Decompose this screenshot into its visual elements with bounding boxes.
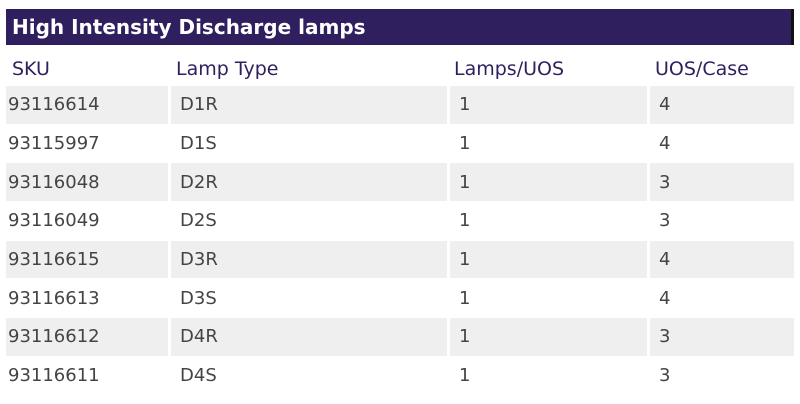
lamp-type-cell: D3R	[168, 240, 447, 279]
lamp-type-cell: D4R	[168, 318, 447, 356]
uos-per-case-cell: 4	[647, 86, 794, 124]
lamp-type-cell: D1S	[168, 124, 447, 163]
lamps-per-uos-cell: 1	[447, 356, 647, 395]
uos-per-case-cell: 3	[647, 356, 794, 395]
sku-cell: 93115997	[8, 133, 100, 155]
sku-cell: 93116048	[6, 163, 168, 202]
sku-cell: 93116049	[8, 210, 100, 232]
table-title: High Intensity Discharge lamps	[6, 9, 794, 45]
lamp-type-cell: D2R	[168, 163, 447, 202]
uos-per-case-cell: 4	[647, 124, 794, 163]
column-header-sku: SKU	[12, 57, 50, 80]
uos-per-case-cell: 3	[647, 202, 794, 240]
uos-per-case-cell: 4	[647, 279, 794, 318]
lamp-type-cell: D3S	[168, 279, 447, 318]
table-row: 93116613 D3S 1 4	[6, 278, 794, 318]
column-header-lamp-type: Lamp Type	[176, 57, 279, 80]
table-row: 93116612 D4R 1 3	[6, 317, 794, 356]
sku-cell: 93116613	[8, 287, 100, 309]
sku-cell: 93116612	[6, 318, 168, 356]
table-row: 93116048 D2R 1 3	[6, 162, 794, 202]
lamps-per-uos-cell: 1	[447, 163, 647, 202]
table-header-row: SKU Lamp Type Lamps/UOS UOS/Case	[6, 52, 794, 85]
lamps-per-uos-cell: 1	[447, 86, 647, 124]
lamps-per-uos-cell: 1	[447, 124, 647, 163]
uos-per-case-cell: 4	[647, 240, 794, 279]
table-row: 93116049 D2S 1 3	[6, 201, 794, 240]
lamp-type-cell: D2S	[168, 202, 447, 240]
uos-per-case-cell: 3	[647, 318, 794, 356]
sku-cell: 93116614	[6, 86, 168, 124]
table-row: 93116615 D3R 1 4	[6, 239, 794, 279]
lamps-per-uos-cell: 1	[447, 318, 647, 356]
lamp-type-cell: D1R	[168, 86, 447, 124]
lamp-type-cell: D4S	[168, 356, 447, 395]
table-row: 93116611 D4S 1 3	[6, 355, 794, 395]
lamps-per-uos-cell: 1	[447, 279, 647, 318]
column-header-lamps-per-uos: Lamps/UOS	[454, 57, 565, 80]
table-row: 93115997 D1S 1 4	[6, 123, 794, 163]
sku-cell: 93116611	[8, 365, 100, 387]
table-row: 93116614 D1R 1 4	[6, 85, 794, 124]
lamps-per-uos-cell: 1	[447, 240, 647, 279]
lamps-per-uos-cell: 1	[447, 202, 647, 240]
lamp-table: SKU Lamp Type Lamps/UOS UOS/Case 9311661…	[6, 52, 794, 395]
uos-per-case-cell: 3	[647, 163, 794, 202]
column-header-uos-per-case: UOS/Case	[655, 57, 749, 80]
sku-cell: 93116615	[6, 240, 168, 279]
